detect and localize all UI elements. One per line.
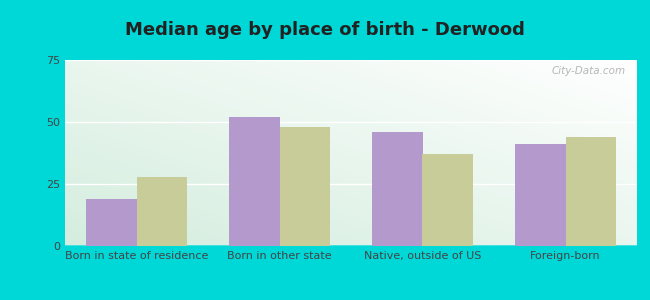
Bar xyxy=(229,117,280,246)
Text: Median age by place of birth - Derwood: Median age by place of birth - Derwood xyxy=(125,21,525,39)
Bar xyxy=(515,144,566,246)
Text: City-Data.com: City-Data.com xyxy=(551,66,625,76)
Bar xyxy=(566,137,616,246)
Bar xyxy=(280,127,330,246)
Bar xyxy=(136,177,187,246)
Bar xyxy=(372,132,423,246)
Bar xyxy=(422,154,473,246)
Bar xyxy=(86,199,136,246)
